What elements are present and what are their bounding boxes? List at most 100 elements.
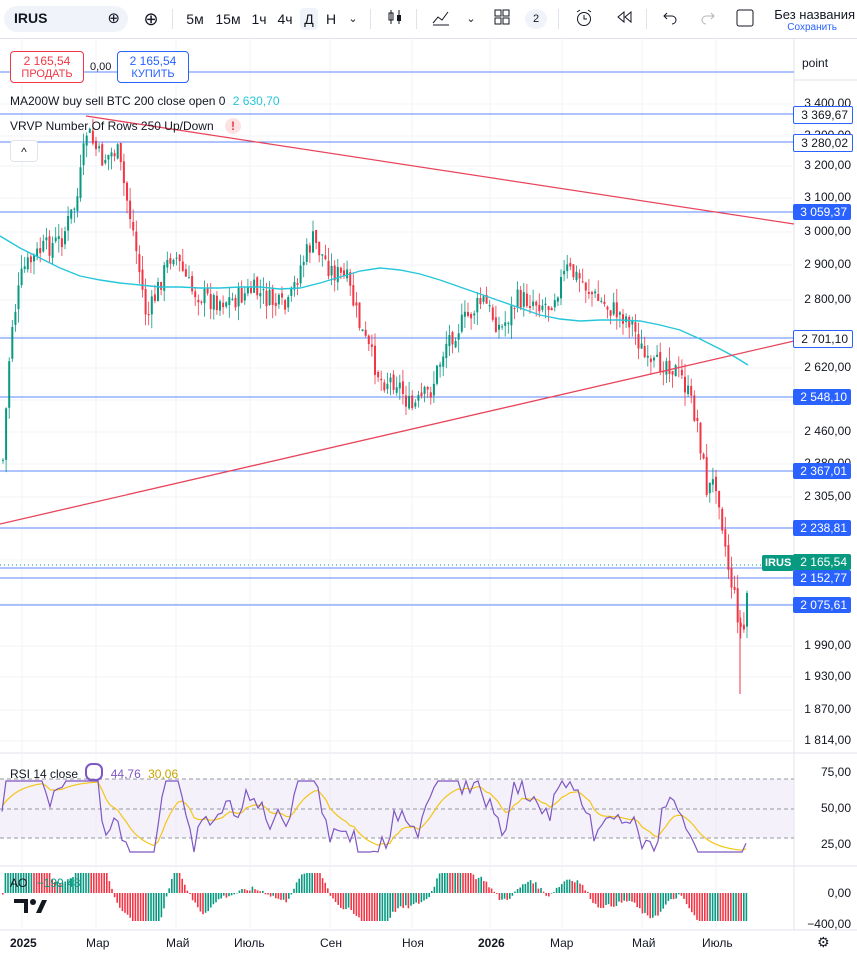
redo-icon[interactable] — [696, 8, 720, 30]
ao-bar — [314, 873, 316, 893]
warning-icon[interactable]: ! — [225, 118, 241, 134]
candle-body — [29, 256, 32, 263]
ao-bar — [134, 893, 137, 921]
templates-icon[interactable] — [490, 8, 514, 30]
candle-body — [206, 287, 209, 294]
interval-1h[interactable]: 1ч — [251, 11, 267, 27]
candle-body — [470, 313, 473, 319]
rsi-ma-value: 30,06 — [148, 767, 179, 781]
ao-bar — [483, 881, 485, 893]
interval-day[interactable]: Д — [300, 8, 318, 30]
candle-body — [367, 335, 370, 345]
ao-bar — [680, 893, 683, 896]
ao-bar — [696, 893, 698, 920]
trend-line-lower[interactable] — [0, 340, 795, 525]
time-tick: Май — [166, 936, 190, 950]
ao-bar — [490, 888, 493, 893]
ao-bar — [691, 893, 693, 913]
ao-bar — [35, 873, 38, 893]
candle-body — [336, 266, 339, 283]
ao-bar — [347, 893, 350, 908]
symbol-search[interactable]: IRUS ⊕ — [4, 6, 128, 32]
candle-body — [290, 287, 293, 296]
layout-count-badge[interactable]: 2 — [525, 9, 547, 29]
candle-body — [473, 313, 476, 316]
collapse-legend-button[interactable]: ^ — [10, 140, 38, 162]
rsi-legend[interactable]: RSI 14 close 44,76 30,06 — [10, 763, 178, 781]
candle-body — [5, 408, 8, 460]
alert-icon[interactable] — [572, 8, 596, 30]
chevron-down-icon[interactable]: ⌄ — [348, 13, 358, 25]
ao-bar — [688, 893, 690, 909]
ao-bar — [503, 893, 506, 899]
candle-body — [600, 300, 603, 302]
ao-bar — [410, 893, 412, 906]
ao-bar — [295, 882, 298, 893]
interval-15m[interactable]: 15м — [215, 11, 241, 27]
ao-bar — [683, 893, 685, 899]
candle-body — [203, 288, 206, 304]
candle-body — [711, 479, 714, 485]
ao-bar — [293, 888, 295, 893]
ao-bar — [714, 893, 716, 921]
layout-name[interactable]: Без названия — [774, 7, 855, 22]
ao-bar — [90, 873, 92, 893]
replay-icon[interactable] — [612, 8, 636, 30]
ao-bar — [176, 873, 178, 893]
candle-body — [463, 311, 466, 317]
ao-bar — [194, 893, 196, 903]
candle-body — [544, 303, 547, 306]
vrvp-indicator-legend[interactable]: VRVP Number Of Rows 250 Up/Down ! — [10, 118, 241, 134]
ao-bar — [358, 893, 360, 918]
interval-4h[interactable]: 4ч — [277, 11, 293, 27]
fullscreen-icon[interactable] — [734, 8, 756, 30]
candle-body — [169, 258, 172, 264]
settings-gear-icon[interactable]: ⚙ — [817, 934, 830, 950]
save-link[interactable]: Сохранить — [787, 22, 837, 33]
candle-body — [603, 301, 606, 305]
ao-bar — [446, 873, 449, 893]
candle-body — [364, 329, 367, 336]
ao-bar — [191, 893, 194, 901]
add-symbol-icon[interactable]: ⊕ — [143, 9, 159, 29]
candle-body — [45, 237, 48, 241]
ao-bar — [126, 893, 129, 915]
ao-bar — [238, 890, 241, 893]
interval-5m[interactable]: 5м — [186, 11, 204, 27]
sell-button[interactable]: 2 165,54 ПРОДАТЬ — [10, 51, 84, 83]
candle-body — [225, 302, 228, 307]
ao-bar — [540, 888, 542, 893]
ma-indicator-legend[interactable]: MA200W buy sell BTC 200 close open 0 2 6… — [10, 94, 280, 108]
candle-body — [147, 314, 150, 316]
ao-bar — [150, 893, 152, 921]
ao-legend[interactable]: AO −199,48 — [10, 876, 80, 890]
candle-body — [132, 221, 135, 231]
ao-bar — [345, 893, 347, 910]
ao-bar — [431, 891, 433, 893]
undo-icon[interactable] — [658, 8, 682, 30]
chevron-down-icon[interactable]: ⌄ — [466, 13, 476, 25]
ao-bar — [158, 893, 160, 921]
ao-bar — [329, 893, 332, 896]
price-tick: 3 200,00 — [804, 158, 851, 172]
horizontal-levels[interactable] — [0, 71, 794, 606]
candle-body — [141, 269, 144, 290]
trend-line-upper[interactable] — [85, 115, 795, 225]
candle-body — [246, 286, 249, 294]
candle-body — [680, 369, 683, 376]
ao-bar — [423, 893, 425, 901]
buy-button[interactable]: 2 165,54 КУПИТЬ — [117, 51, 189, 83]
symbol-marker-icon[interactable]: ⊕ — [107, 10, 120, 27]
ao-bar — [334, 893, 337, 903]
interval-week[interactable]: Н — [325, 11, 337, 27]
indicators-icon[interactable] — [428, 8, 454, 30]
candle-body — [640, 343, 643, 349]
ao-bar — [332, 893, 334, 899]
ao-tick: 0,00 — [827, 886, 851, 900]
candle-body — [643, 346, 646, 358]
candle-body — [553, 300, 556, 308]
candles-icon[interactable] — [382, 8, 408, 30]
top-toolbar: IRUS ⊕ ⊕ 5м 15м 1ч 4ч Д Н ⌄ ⌄ 2 Без назв… — [0, 0, 857, 39]
scale-mode-button[interactable]: point — [798, 52, 857, 74]
